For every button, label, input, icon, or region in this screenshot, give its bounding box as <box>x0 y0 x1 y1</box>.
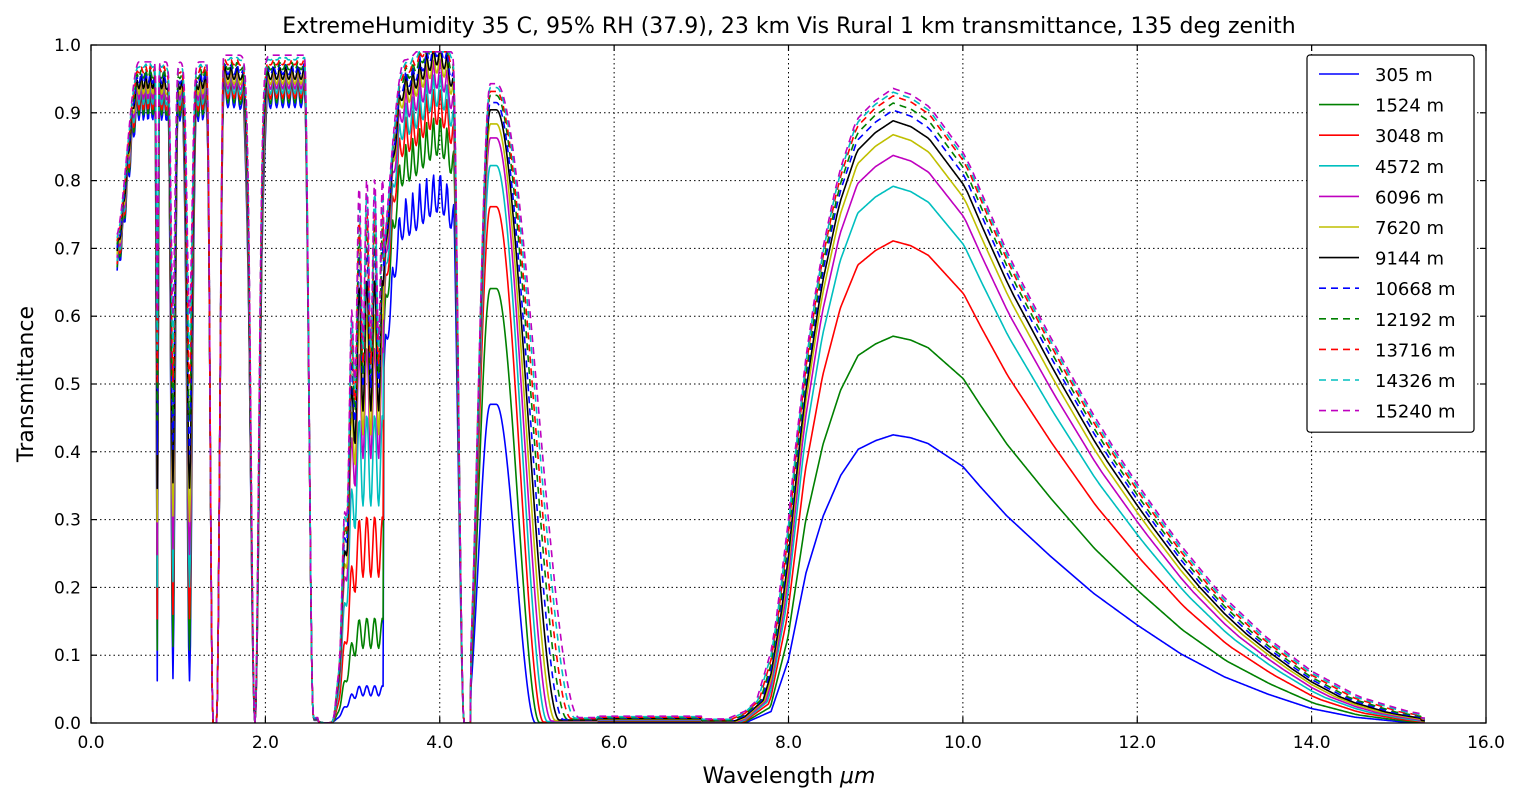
series-line <box>116 50 1426 723</box>
x-tick-label: 16.0 <box>1467 733 1505 753</box>
x-tick-label: 4.0 <box>426 733 453 753</box>
y-tick-label: 0.2 <box>54 578 81 598</box>
legend-label: 15240 m <box>1375 402 1456 423</box>
series-line <box>116 50 1426 723</box>
legend-label: 14326 m <box>1375 371 1456 392</box>
legend-label: 4572 m <box>1375 157 1444 178</box>
plot-series <box>116 50 1426 723</box>
x-axis-title: Wavelength μm <box>703 764 876 789</box>
x-tick-label: 0.0 <box>77 733 104 753</box>
y-tick-label: 0.9 <box>54 104 81 124</box>
x-tick-label: 10.0 <box>944 733 982 753</box>
legend: 305 m 1524 m 3048 m 4572 m 6096 m 7620 m 9144 … <box>1306 54 1475 433</box>
x-tick-label: 8.0 <box>775 733 802 753</box>
x-tick-label: 2.0 <box>252 733 279 753</box>
series-line <box>116 50 1426 723</box>
x-axis-ticks: 0.0 2.0 4.0 6.0 8.0 10.0 12.0 14.0 16.0 <box>77 45 1505 753</box>
y-tick-label: 0.0 <box>54 714 81 734</box>
x-axis-title-unit: μm <box>839 764 875 789</box>
y-tick-label: 0.5 <box>54 375 81 395</box>
legend-label: 9144 m <box>1375 249 1444 270</box>
x-tick-label: 14.0 <box>1293 733 1331 753</box>
x-axis-title-main: Wavelength <box>703 764 841 789</box>
series-line <box>116 77 1426 723</box>
legend-label: 3048 m <box>1375 126 1444 147</box>
series-line <box>116 50 1426 723</box>
legend-label: 7620 m <box>1375 218 1444 239</box>
y-axis-title: Transmittance <box>14 306 39 463</box>
y-tick-label: 0.8 <box>54 172 81 192</box>
legend-label: 305 m <box>1375 65 1433 86</box>
y-tick-label: 0.3 <box>54 511 81 531</box>
legend-label: 1524 m <box>1375 96 1444 117</box>
legend-box <box>1306 54 1475 433</box>
chart-title: ExtremeHumidity 35 C, 95% RH (37.9), 23 … <box>282 14 1295 39</box>
legend-label: 10668 m <box>1375 279 1456 300</box>
y-tick-label: 1.0 <box>54 36 81 56</box>
y-tick-label: 0.4 <box>54 443 81 463</box>
legend-label: 12192 m <box>1375 310 1456 331</box>
x-tick-label: 6.0 <box>601 733 628 753</box>
y-tick-label: 0.7 <box>54 239 81 259</box>
legend-label: 6096 m <box>1375 187 1444 208</box>
x-tick-label: 12.0 <box>1118 733 1156 753</box>
y-tick-label: 0.1 <box>54 646 81 666</box>
y-tick-label: 0.6 <box>54 307 81 327</box>
legend-label: 13716 m <box>1375 340 1456 361</box>
y-axis-ticks: 0.0 0.1 0.2 0.3 0.4 0.5 0.6 0.7 0.8 0.9 1.0 <box>54 36 1486 734</box>
series-line <box>116 79 1425 723</box>
